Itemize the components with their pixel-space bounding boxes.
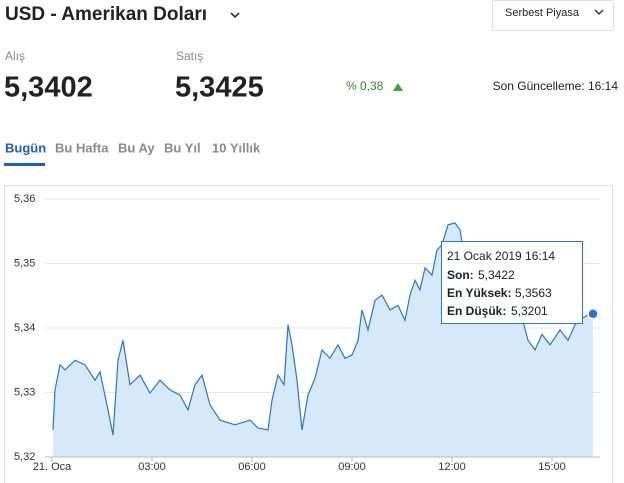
chart-frame xyxy=(4,185,613,483)
x-tick-label: 21. Oca xyxy=(33,461,72,473)
dropdown-chevron xyxy=(594,9,604,15)
y-tick-label: 5,32 xyxy=(14,451,35,463)
title: USD - Amerikan Doları xyxy=(5,4,207,25)
sell-price: 5,3425 xyxy=(175,72,264,104)
up-arrow xyxy=(393,83,403,91)
tab[interactable]: Bu Hafta xyxy=(55,140,109,155)
title-chevron[interactable] xyxy=(230,12,240,19)
x-tick-label: 12:00 xyxy=(438,461,466,473)
x-tick-label: 09:00 xyxy=(338,461,366,473)
buy-label: Alış xyxy=(5,49,25,63)
tab[interactable]: Bu Ay xyxy=(118,140,155,155)
tooltip-label: En Düşük: xyxy=(447,304,506,318)
y-tick-label: 5,35 xyxy=(14,257,35,269)
market-dropdown[interactable] xyxy=(492,0,614,31)
tab[interactable]: Bugün xyxy=(5,140,46,155)
tooltip-date: 21 Ocak 2019 16:14 xyxy=(447,249,555,263)
sell-label: Satış xyxy=(176,49,203,63)
tooltip-label: En Yüksek: xyxy=(447,286,511,300)
last-point xyxy=(587,308,599,320)
x-tick-label: 03:00 xyxy=(138,461,166,473)
y-tick-label: 5,34 xyxy=(14,322,35,334)
tooltip-box xyxy=(441,241,583,324)
tooltip: 21 Ocak 2019 16:14 Son: 5,3422 En Yüksek… xyxy=(441,241,583,324)
tooltip-value: 5,3201 xyxy=(511,304,548,318)
y-tick-label: 5,36 xyxy=(14,193,35,205)
chart: 5,32 5,33 5,34 5,35 5,36 21. Oca 03:00 06:00 09:… xyxy=(14,193,600,473)
tab[interactable]: Bu Yıl xyxy=(164,140,201,155)
y-tick-label: 5,33 xyxy=(14,386,35,398)
tooltip-value: 5,3563 xyxy=(515,286,552,300)
market-label[interactable]: Serbest Piyasa xyxy=(505,7,580,19)
tooltip-value: 5,3422 xyxy=(478,268,515,282)
x-tick-label: 06:00 xyxy=(238,461,266,473)
tab[interactable]: 10 Yıllık xyxy=(212,140,261,155)
last-update: Son Güncelleme: 16:14 xyxy=(493,79,619,93)
change: % 0,38 xyxy=(346,79,384,93)
tooltip-label: Son: xyxy=(447,268,474,282)
buy-price: 5,3402 xyxy=(4,72,93,104)
tab-underline xyxy=(4,163,45,166)
x-tick-label: 15:00 xyxy=(538,461,566,473)
